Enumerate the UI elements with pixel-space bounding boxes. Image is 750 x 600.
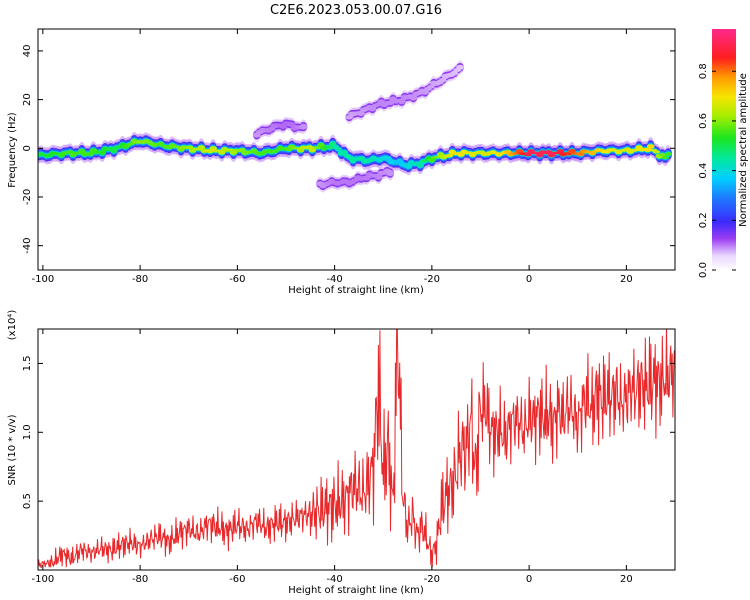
colorbar: 0.0 0.2 0.4 0.6 0.8 Normalized spectral ampl…: [698, 29, 749, 278]
x-tick-label: -100: [32, 274, 55, 285]
x-tick-label: 0: [526, 274, 532, 285]
heatmap-cell: [185, 145, 194, 150]
snr-panel: -100 -80 -60 -40 -20 0 20 0.5 1.0 1.5 Height of …: [7, 310, 676, 596]
heatmap-cell: [658, 153, 667, 157]
heatmap-cell: [299, 123, 308, 130]
x-tick-label: -100: [32, 574, 55, 585]
x-tick-label: -40: [326, 574, 342, 585]
heatmap-cell: [396, 159, 404, 164]
heatmap-cell: [404, 164, 413, 169]
snr-series-line: [38, 329, 675, 568]
x-tick-label: 0: [526, 574, 532, 585]
heatmap-feature-upper-branch: [252, 117, 308, 142]
spectrogram-y-ticks: -40 -20 0 20 40: [22, 45, 675, 254]
heatmap-cell: [664, 152, 672, 156]
snr-y-multiplier: (x10⁴): [7, 310, 18, 341]
colorbar-tick-label: 0.2: [698, 212, 709, 228]
heatmap-cell: [98, 150, 106, 156]
spectrogram-x-label: Height of straight line (km): [288, 285, 424, 296]
x-tick-label: -80: [132, 574, 148, 585]
snr-plot-area: [38, 329, 675, 570]
snr-frame: [37, 328, 676, 571]
spectrogram-frame: [37, 28, 676, 271]
y-tick-label: 0.5: [22, 493, 33, 509]
heatmap-cell: [384, 156, 392, 161]
x-tick-label: -60: [229, 574, 245, 585]
heatmap-cell: [652, 150, 661, 154]
heatmap-cell: [416, 162, 425, 168]
x-tick-label: -60: [229, 274, 245, 285]
heatmap-feature-lower-branch: [316, 164, 394, 193]
heatmap-cell: [450, 70, 459, 76]
heatmap-cell: [331, 145, 340, 149]
heatmap-cell: [438, 78, 447, 83]
colorbar-tick-label: 0.8: [698, 63, 709, 79]
heatmap-cell: [386, 170, 394, 177]
x-tick-label: 20: [620, 574, 633, 585]
heatmap-cell: [334, 148, 343, 151]
y-tick-label: -20: [22, 189, 33, 205]
x-tick-label: -40: [326, 274, 342, 285]
colorbar-tick-label: 0.6: [698, 113, 709, 129]
x-tick-label: 20: [620, 274, 633, 285]
spectrogram-traces: [38, 60, 672, 193]
spectrogram-y-label: Frequency (Hz): [7, 112, 18, 188]
heatmap-cell: [340, 150, 349, 155]
heatmap-cell: [328, 141, 337, 147]
y-tick-label: 1.5: [22, 355, 33, 371]
x-tick-label: -20: [424, 274, 440, 285]
y-tick-label: -40: [22, 237, 33, 253]
spectrogram-panel: -100 -80 -60 -40 -20 0 20 -40 -20 0 20 40 Height o…: [7, 28, 676, 296]
snr-y-ticks: 0.5 1.0 1.5: [22, 355, 675, 509]
colorbar-label: Normalized spectral amplitude: [738, 73, 749, 227]
heatmap-cell: [456, 64, 464, 70]
y-tick-label: 40: [22, 45, 33, 58]
heatmap-cell: [428, 157, 436, 163]
heatmap-cell: [644, 147, 652, 152]
colorbar-tick-label: 0.4: [698, 163, 709, 179]
x-tick-label: -20: [424, 574, 440, 585]
heatmap-cell: [197, 145, 206, 151]
heatmap-cell: [646, 144, 655, 149]
heatmap-cell: [409, 94, 418, 101]
snr-y-label: SNR (10 * v/v): [7, 414, 18, 485]
y-tick-label: 1.0: [22, 424, 33, 440]
snr-x-ticks: -100 -80 -60 -40 -20 0 20: [32, 329, 633, 585]
colorbar-tick-label: 0.0: [698, 262, 709, 278]
x-tick-label: -80: [132, 274, 148, 285]
heatmap-cell: [110, 148, 118, 154]
heatmap-cell: [445, 154, 454, 158]
figure-title: C2E6.2023.053.00.07.G16: [270, 3, 442, 18]
y-tick-label: 0: [22, 145, 33, 151]
snr-x-label: Height of straight line (km): [288, 585, 424, 596]
colorbar-ticks: 0.0 0.2 0.4 0.6 0.8: [698, 63, 736, 278]
y-tick-label: 20: [22, 93, 33, 106]
spectrogram-x-ticks: -100 -80 -60 -40 -20 0 20: [32, 29, 633, 285]
heatmap-cell: [536, 152, 544, 158]
heatmap-cell: [661, 156, 670, 159]
heatmap-feature-main-band: [38, 132, 672, 176]
colorbar-gradient: [712, 29, 736, 270]
heatmap-feature-rising-trace: [345, 60, 464, 124]
